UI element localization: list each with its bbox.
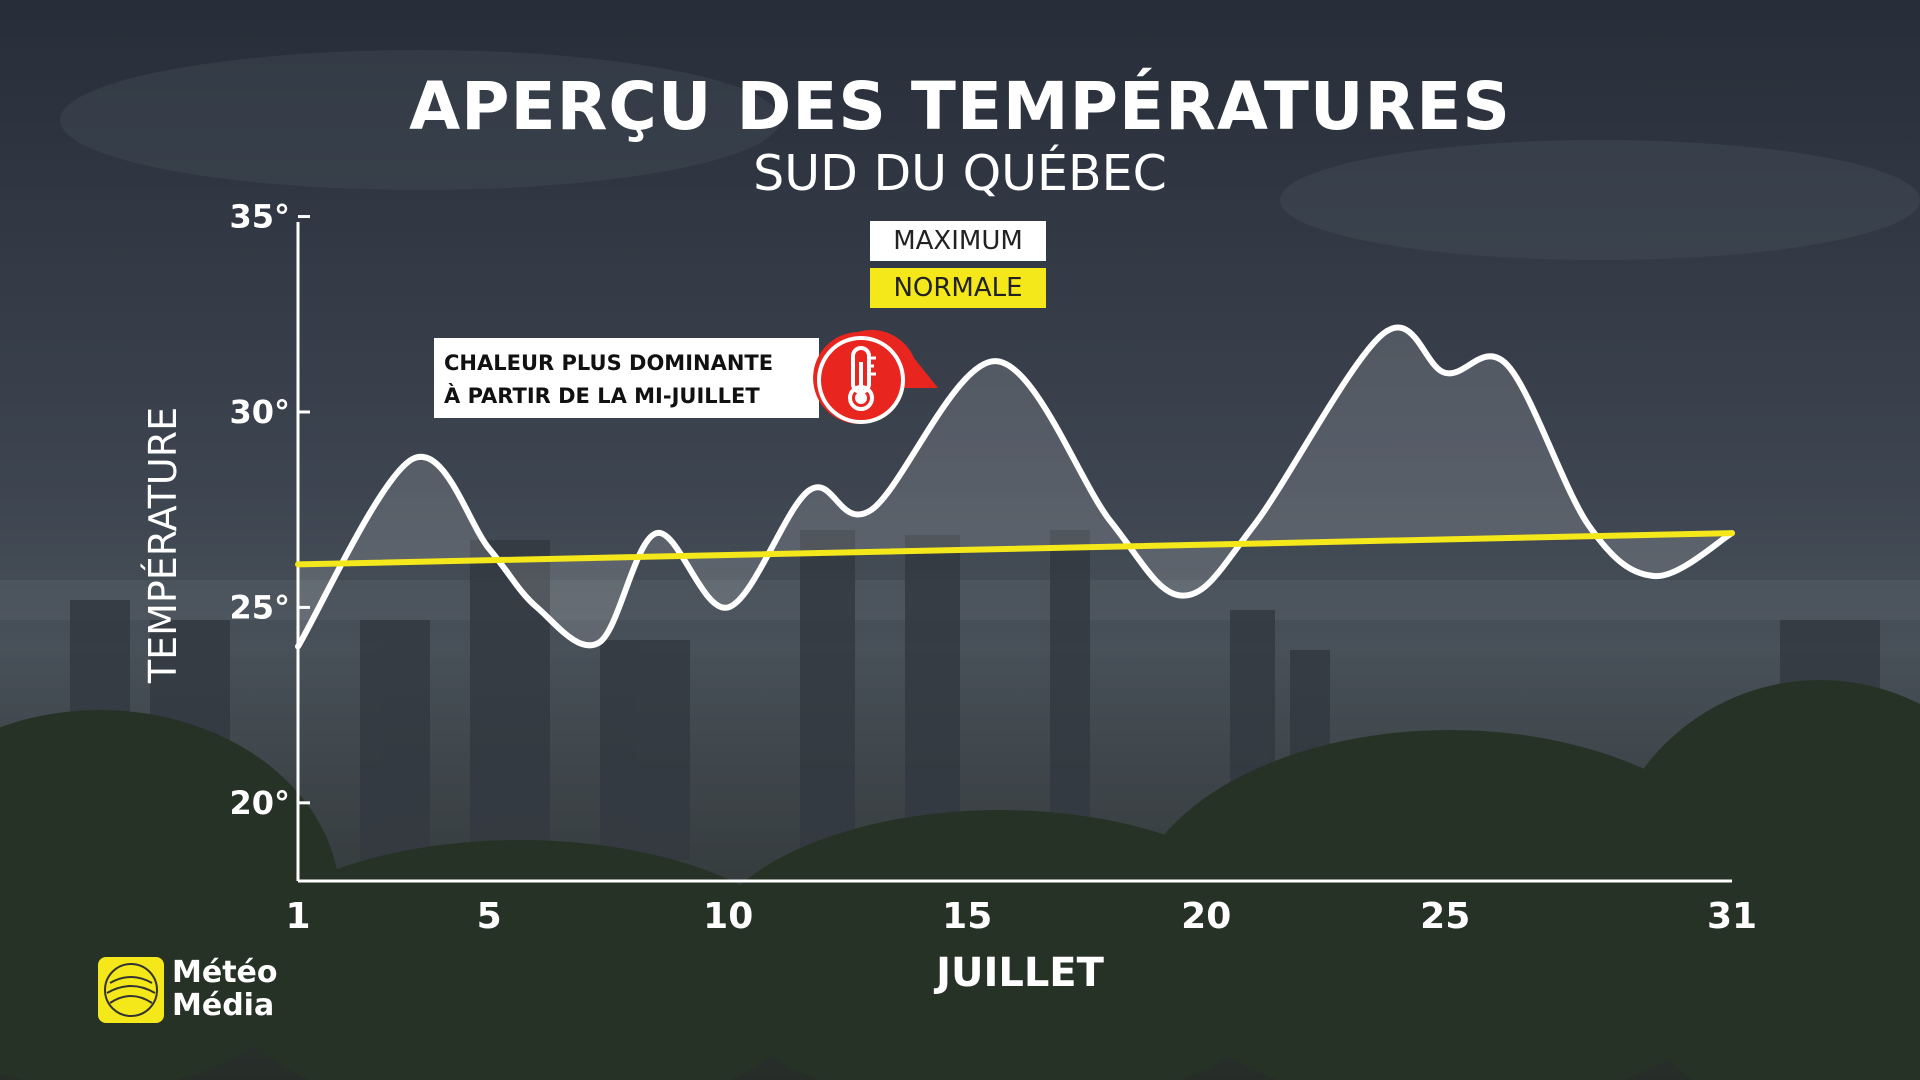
chart-title: APERÇU DES TEMPÉRATURES xyxy=(409,68,1511,145)
x-tick-label: 20 xyxy=(1181,896,1231,937)
y-tick-label: 25° xyxy=(229,588,290,626)
logo-line1: Météo xyxy=(172,955,278,990)
x-tick-label: 31 xyxy=(1707,896,1757,937)
x-tick-label: 15 xyxy=(942,896,992,937)
y-axis-label: TEMPÉRATURE xyxy=(141,406,185,684)
heat-annotation: CHALEUR PLUS DOMINANTE À PARTIR DE LA MI… xyxy=(434,338,819,418)
legend-maximum: MAXIMUM xyxy=(870,221,1046,261)
series-normale-line xyxy=(295,530,1735,568)
y-tick-label: 20° xyxy=(229,784,290,822)
chart-subtitle: SUD DU QUÉBEC xyxy=(753,145,1167,202)
x-tick-label: 25 xyxy=(1420,896,1470,937)
logo-line2: Média xyxy=(172,988,275,1023)
x-axis-label: JUILLET xyxy=(936,950,1104,996)
y-tick-label: 30° xyxy=(229,393,290,431)
thermometer-icon xyxy=(813,329,938,424)
x-tick-label: 10 xyxy=(703,896,753,937)
heat-annotation-line2: À PARTIR DE LA MI-JUILLET xyxy=(444,384,760,408)
meteomedia-logo-mark xyxy=(98,957,164,1023)
y-tick-label: 35° xyxy=(229,198,290,236)
series-maximum-line xyxy=(295,324,1735,650)
heat-annotation-line1: CHALEUR PLUS DOMINANTE xyxy=(444,351,774,375)
maximum-area xyxy=(298,327,1732,647)
meteomedia-logo: Météo Média xyxy=(98,956,318,1026)
x-tick-label: 1 xyxy=(285,896,310,937)
legend-normale: NORMALE xyxy=(870,268,1046,308)
x-tick-label: 5 xyxy=(477,896,502,937)
